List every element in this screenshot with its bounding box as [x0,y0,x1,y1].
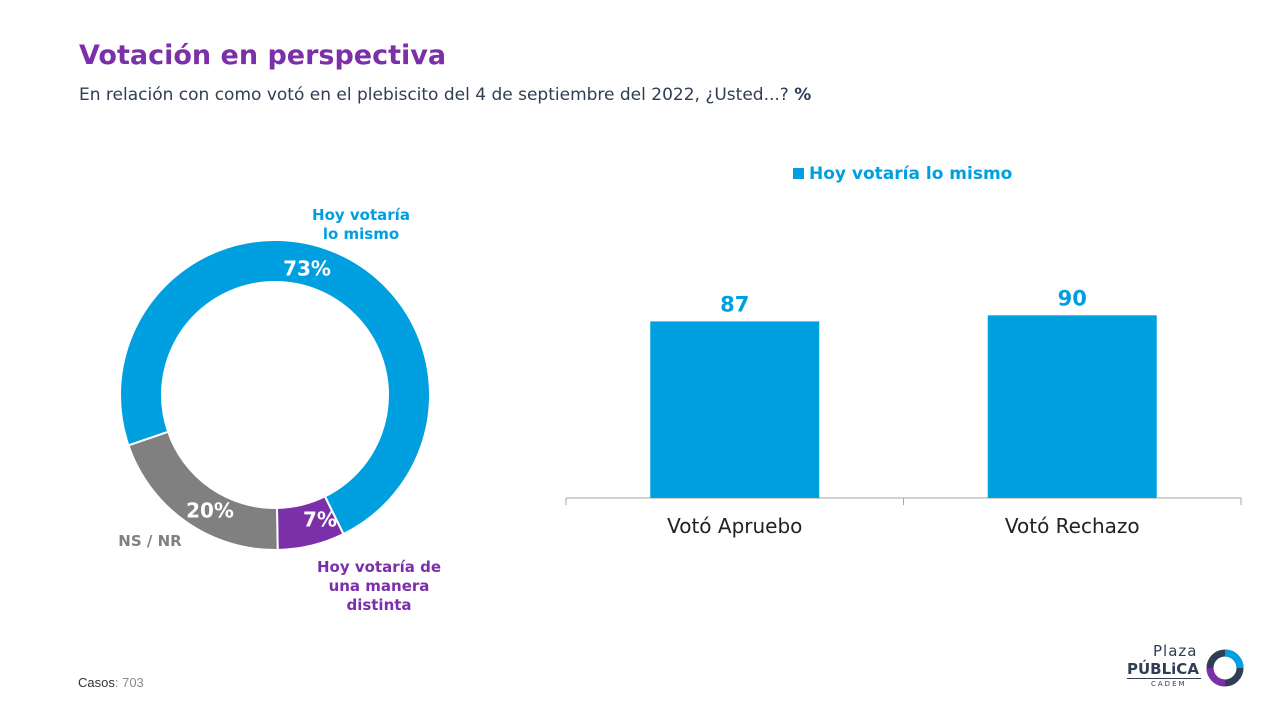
donut-category-label-0: Hoy votaría lo mismo [312,206,410,243]
logo-swirl-icon [1206,649,1244,687]
donut-slice-0 [119,239,431,536]
donut-category-label-1: Hoy votaría de una manera distinta [317,558,441,614]
donut-value-label-0: 73% [283,257,331,281]
bar-chart: Hoy votaría lo mismo 87 Votó Apruebo 90 Votó… [565,164,1242,538]
logo-line-1: Plaza [1153,642,1198,660]
donut-chart: 73% Hoy votaría lo mismo 7% Hoy votaría de un… [118,206,441,614]
donut-category-label-line: lo mismo [323,225,399,243]
donut-slice-2 [127,430,279,551]
footer-cases: Casos: 703 [78,675,144,690]
donut-value-label-1: 7% [303,508,337,532]
donut-category-label-line: una manera [329,577,430,595]
legend-swatch [793,168,804,179]
logo-line-3: CADEM [1151,680,1187,688]
donut-category-label-line: distinta [346,596,411,614]
donut-category-label-line: NS / NR [118,532,182,550]
legend-label: Hoy votaría lo mismo [809,164,1012,184]
plaza-publica-cadem-logo: Plaza PÚBLiCA CADEM [1125,640,1245,690]
page-subtitle: En relación con como votó en el plebisci… [79,85,811,105]
cases-value: : 703 [114,675,144,690]
page-title: Votación en perspectiva [79,40,447,71]
bar-0 [650,321,820,498]
subtitle-unit: % [794,85,812,105]
bar-value-label-0: 87 [720,292,749,316]
cases-label: Casos [78,675,115,690]
logo-line-2: PÚBLiCA [1127,660,1199,678]
donut-value-label-2: 20% [186,499,234,523]
subtitle-text: En relación con como votó en el plebisci… [79,85,789,105]
donut-category-label-line: Hoy votaría [312,206,410,224]
bar-value-label-1: 90 [1058,286,1087,310]
bar-category-label-0: Votó Apruebo [667,514,802,538]
donut-category-label-line: Hoy votaría de [317,558,441,576]
logo-rule [1127,678,1201,679]
donut-category-label-2: NS / NR [118,532,182,550]
bar-1 [987,315,1157,498]
bar-category-label-1: Votó Rechazo [1005,514,1140,538]
